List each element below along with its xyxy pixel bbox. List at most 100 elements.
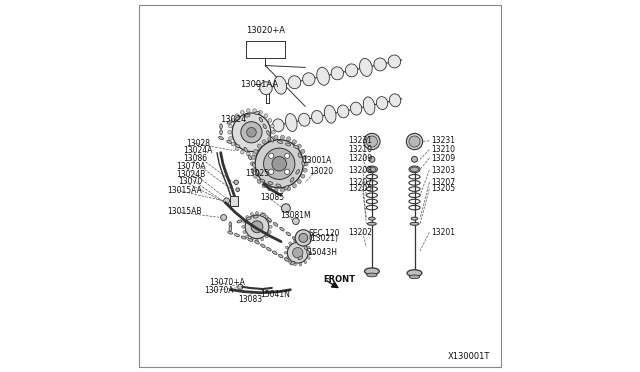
Circle shape	[241, 110, 244, 114]
Circle shape	[236, 114, 239, 118]
Circle shape	[285, 169, 290, 174]
Circle shape	[295, 230, 312, 246]
Circle shape	[234, 180, 239, 185]
Ellipse shape	[234, 234, 239, 237]
Ellipse shape	[252, 163, 256, 167]
Ellipse shape	[376, 97, 388, 109]
Ellipse shape	[227, 121, 232, 124]
Circle shape	[253, 152, 257, 156]
Ellipse shape	[257, 170, 260, 175]
Circle shape	[246, 235, 249, 238]
Circle shape	[272, 157, 287, 171]
Text: 13086: 13086	[183, 154, 207, 163]
Ellipse shape	[260, 214, 266, 216]
Circle shape	[269, 225, 272, 228]
Text: 13205: 13205	[431, 185, 455, 193]
Ellipse shape	[278, 254, 283, 258]
Circle shape	[250, 162, 255, 166]
Circle shape	[285, 153, 290, 158]
Circle shape	[284, 251, 287, 254]
Text: 13083: 13083	[237, 295, 262, 304]
Circle shape	[287, 137, 291, 141]
Text: (13021): (13021)	[308, 234, 338, 243]
Text: 15041N: 15041N	[260, 290, 291, 299]
Circle shape	[364, 134, 380, 150]
Ellipse shape	[301, 241, 305, 244]
Circle shape	[274, 135, 278, 139]
Circle shape	[252, 155, 255, 160]
Ellipse shape	[235, 144, 240, 147]
Ellipse shape	[291, 177, 294, 182]
Ellipse shape	[296, 239, 301, 242]
Text: 13207: 13207	[431, 178, 455, 187]
Circle shape	[301, 149, 305, 153]
Ellipse shape	[292, 237, 297, 240]
Circle shape	[245, 215, 269, 238]
Circle shape	[271, 131, 275, 134]
Text: 13015AA: 13015AA	[167, 186, 202, 195]
Circle shape	[282, 204, 291, 213]
Ellipse shape	[220, 124, 222, 129]
Circle shape	[228, 131, 232, 134]
Ellipse shape	[346, 64, 358, 77]
Circle shape	[297, 144, 301, 148]
Circle shape	[265, 235, 268, 238]
Circle shape	[231, 142, 235, 146]
Text: 15043H: 15043H	[307, 248, 337, 257]
Circle shape	[252, 168, 255, 172]
Ellipse shape	[219, 137, 223, 140]
Ellipse shape	[285, 113, 297, 131]
Ellipse shape	[266, 247, 271, 251]
Ellipse shape	[276, 184, 281, 187]
Circle shape	[246, 109, 250, 112]
Circle shape	[255, 239, 259, 242]
Ellipse shape	[367, 273, 377, 277]
Text: FRONT: FRONT	[324, 275, 356, 284]
Circle shape	[236, 147, 239, 151]
Circle shape	[253, 109, 257, 112]
Ellipse shape	[236, 117, 241, 120]
Ellipse shape	[248, 155, 252, 160]
Circle shape	[304, 162, 308, 166]
Text: 13020: 13020	[309, 167, 333, 176]
Circle shape	[231, 119, 235, 122]
Ellipse shape	[244, 147, 247, 152]
Text: 13028: 13028	[187, 138, 211, 148]
Circle shape	[262, 140, 266, 144]
Text: 13001A: 13001A	[302, 155, 332, 164]
Ellipse shape	[324, 105, 336, 123]
Circle shape	[287, 187, 291, 191]
Circle shape	[255, 140, 303, 188]
Text: 13001AA: 13001AA	[240, 80, 278, 89]
Circle shape	[228, 137, 232, 140]
Ellipse shape	[229, 222, 232, 227]
Circle shape	[237, 284, 243, 289]
Ellipse shape	[267, 131, 270, 135]
Circle shape	[271, 137, 275, 140]
Ellipse shape	[364, 268, 380, 275]
Ellipse shape	[255, 241, 259, 244]
Circle shape	[303, 168, 307, 172]
Circle shape	[294, 263, 296, 266]
Text: 13202: 13202	[349, 228, 372, 237]
Ellipse shape	[317, 67, 330, 85]
Ellipse shape	[253, 215, 259, 218]
Ellipse shape	[360, 58, 372, 76]
Ellipse shape	[245, 114, 250, 117]
Circle shape	[268, 137, 272, 141]
Ellipse shape	[291, 261, 295, 265]
Circle shape	[285, 257, 288, 259]
Ellipse shape	[241, 236, 246, 239]
Ellipse shape	[301, 161, 305, 166]
Ellipse shape	[220, 130, 222, 135]
Circle shape	[268, 220, 271, 223]
Ellipse shape	[248, 238, 253, 241]
Ellipse shape	[351, 102, 362, 115]
Circle shape	[285, 246, 288, 249]
Circle shape	[299, 263, 302, 266]
Circle shape	[253, 149, 258, 153]
Text: 13070A: 13070A	[176, 162, 205, 171]
Ellipse shape	[369, 217, 375, 220]
Circle shape	[243, 231, 246, 234]
Circle shape	[268, 142, 272, 146]
